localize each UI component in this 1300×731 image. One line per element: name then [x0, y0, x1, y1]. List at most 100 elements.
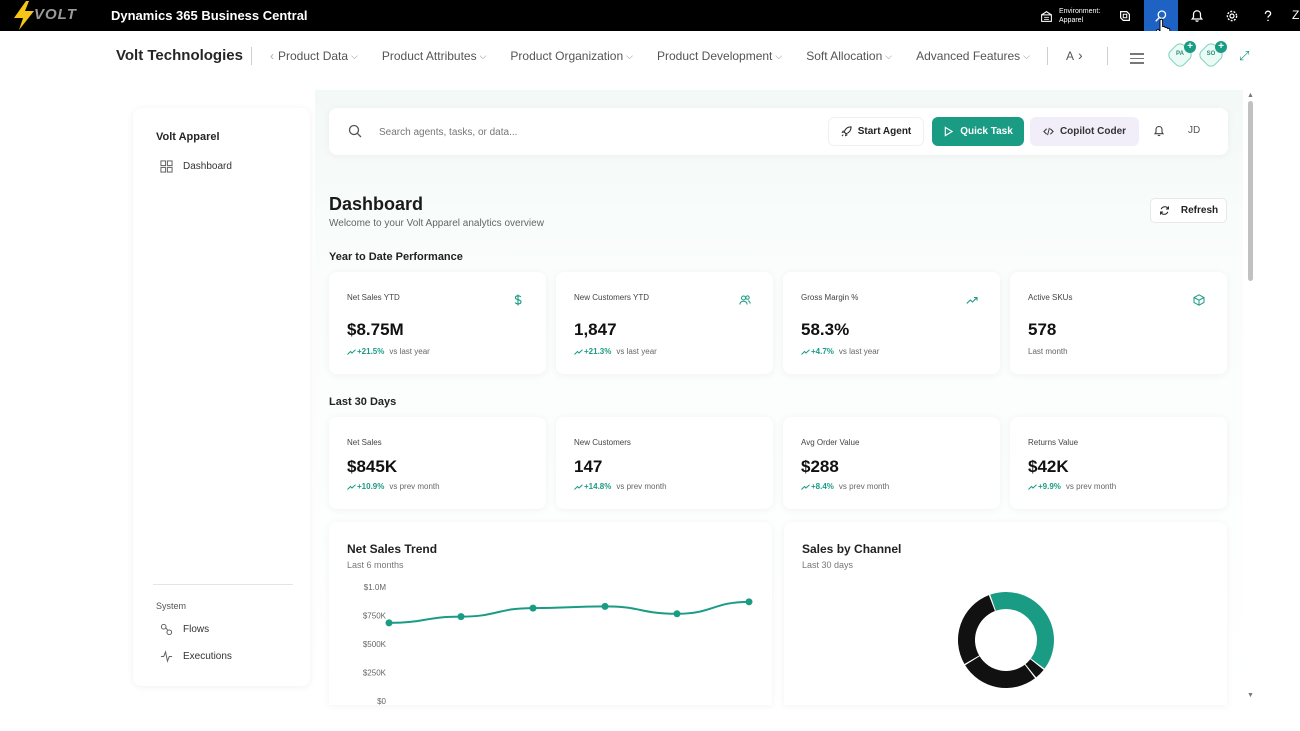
dollar-icon [514, 294, 522, 306]
y-tick-label: $500K [363, 640, 387, 649]
nav-menu: ‹ Product Data ⌵ Product Attributes ⌵ Prod… [270, 49, 1054, 63]
logo-text: VOLT [34, 6, 77, 23]
sidebar-divider [153, 584, 293, 585]
agent-badge-pa[interactable]: PA + [1165, 40, 1196, 70]
menu-icon[interactable] [1130, 53, 1144, 67]
donut-slice[interactable] [965, 656, 1036, 688]
trend-up-icon [347, 483, 356, 490]
data-point[interactable] [745, 598, 753, 606]
trend-up-icon [801, 483, 810, 490]
start-agent-button[interactable]: Start Agent [828, 117, 924, 146]
sidebar-item-dashboard[interactable]: Dashboard [160, 160, 232, 173]
kpi-card-returns-value[interactable]: Returns Value $42K +9.9% vs prev month [1010, 417, 1227, 509]
kpi-note: vs prev month [838, 482, 890, 491]
kpi-label: Returns Value [1028, 438, 1079, 447]
volt-logo[interactable]: VOLT [6, 0, 90, 31]
agent-badge-so[interactable]: SO + [1196, 40, 1227, 70]
trend-up-icon [1028, 483, 1037, 490]
page-subtitle: Welcome to your Volt Apparel analytics o… [329, 218, 544, 229]
kpi-delta: +21.3% [574, 347, 611, 356]
environment-label: Environment: [1059, 8, 1101, 15]
search-input[interactable] [379, 120, 799, 144]
donut-slice[interactable] [1025, 659, 1044, 678]
nav-item-product-attributes[interactable]: Product Attributes ⌵ [382, 49, 487, 63]
trend-up-icon [574, 483, 583, 490]
start-agent-label: Start Agent [857, 126, 912, 137]
nav-item-label: Product Attributes [381, 49, 477, 63]
kpi-label: Avg Order Value [801, 438, 860, 447]
kpi-card-new-customers-ytd[interactable]: New Customers YTD 1,847 +21.3% vs last y… [556, 272, 773, 374]
donut-slice[interactable] [958, 595, 995, 664]
kpi-note: vs last year [389, 347, 430, 356]
scroll-down-icon[interactable]: ▼ [1247, 692, 1254, 699]
kpi-delta-value: +21.3% [584, 347, 612, 356]
nav-item-overflow[interactable]: A [1066, 49, 1075, 63]
scrollbar-thumb[interactable] [1248, 101, 1253, 281]
sidebar-item-label: Dashboard [183, 161, 232, 172]
page-scrollbar[interactable]: ▲ ▼ [1245, 91, 1257, 705]
bell-icon[interactable] [1153, 125, 1165, 137]
data-point[interactable] [673, 610, 681, 618]
copilot-button[interactable] [1108, 0, 1142, 31]
nav-divider [1107, 47, 1108, 65]
search-icon [348, 124, 362, 138]
nav-divider [1047, 47, 1048, 65]
sales-by-channel-chart [958, 592, 1054, 688]
nav-item-product-organization[interactable]: Product Organization ⌵ [510, 49, 633, 63]
kpi-card-gross-margin[interactable]: Gross Margin % 58.3% +4.7% vs last year [783, 272, 1000, 374]
sidebar: Volt Apparel Dashboard System Flows Exec… [133, 108, 310, 686]
kpi-card-net-sales-ytd[interactable]: Net Sales YTD $8.75M +21.5% vs last year [329, 272, 546, 374]
expand-icon[interactable]: ⤢ [1239, 48, 1250, 63]
quick-task-button[interactable]: Quick Task [932, 117, 1024, 146]
settings-button[interactable] [1215, 0, 1249, 31]
kpi-value: 147 [574, 457, 603, 476]
copilot-coder-button[interactable]: Copilot Coder [1030, 117, 1139, 146]
help-button[interactable] [1251, 0, 1285, 31]
rocket-icon [841, 126, 852, 137]
user-avatar[interactable]: JD [1188, 125, 1201, 136]
notifications-button[interactable] [1180, 0, 1214, 31]
chevron-down-icon: ⌵ [885, 50, 893, 61]
scroll-up-icon[interactable]: ▲ [1247, 92, 1254, 99]
search-icon [1155, 9, 1167, 22]
data-point[interactable] [601, 602, 609, 610]
kpi-delta: +10.9% [347, 482, 384, 491]
sidebar-item-flows[interactable]: Flows [160, 623, 209, 636]
kpi-delta-value: +4.7% [811, 347, 834, 356]
nav-divider [251, 47, 252, 65]
net-sales-trend-chart: $0 $250K $500K $750K $1.0M [363, 583, 753, 705]
data-point[interactable] [529, 604, 537, 612]
nav-item-label: Soft Allocation [806, 49, 883, 63]
data-point[interactable] [457, 613, 465, 621]
sidebar-item-executions[interactable]: Executions [160, 650, 232, 663]
bell-icon [1190, 9, 1204, 22]
kpi-card-avg-order-value[interactable]: Avg Order Value $288 +8.4% vs prev month [783, 417, 1000, 509]
environment-switcher[interactable]: Environment: Apparel [1040, 4, 1100, 28]
nav-item-product-development[interactable]: Product Development ⌵ [657, 49, 782, 63]
kpi-footer: +8.4% vs prev month [801, 482, 889, 491]
kpi-label: Gross Margin % [801, 293, 859, 302]
kpi-card-net-sales[interactable]: Net Sales $845K +10.9% vs prev month [329, 417, 546, 509]
trend-up-icon [801, 348, 810, 355]
series-line [388, 600, 750, 624]
nav-item-soft-allocation[interactable]: Soft Allocation ⌵ [806, 49, 892, 63]
kpi-footer: +21.3% vs last year [574, 347, 657, 356]
data-point[interactable] [385, 619, 393, 627]
trend-up-icon [347, 348, 356, 355]
lightning-bolt-icon [14, 1, 34, 30]
nav-item-product-data[interactable]: Product Data ⌵ [278, 49, 358, 63]
donut-slice[interactable] [990, 592, 1054, 669]
kpi-note: Last month [1028, 347, 1068, 356]
kpi-card-active-skus[interactable]: Active SKUs 578 Last month [1010, 272, 1227, 374]
company-name[interactable]: Volt Technologies [116, 47, 243, 64]
nav-scroll-left-icon[interactable]: ‹ [270, 49, 274, 63]
refresh-button[interactable]: Refresh [1150, 198, 1227, 223]
kpi-label: Active SKUs [1028, 293, 1073, 302]
y-tick-label: $1.0M [364, 583, 387, 592]
trend-up-icon [574, 348, 583, 355]
nav-scroll-right-icon[interactable]: › [1078, 47, 1083, 63]
nav-item-label: Product Development [656, 49, 773, 63]
chevron-down-icon: ⌵ [626, 50, 633, 61]
kpi-card-new-customers[interactable]: New Customers 147 +14.8% vs prev month [556, 417, 773, 509]
nav-item-advanced-features[interactable]: Advanced Features ⌵ [916, 49, 1030, 63]
